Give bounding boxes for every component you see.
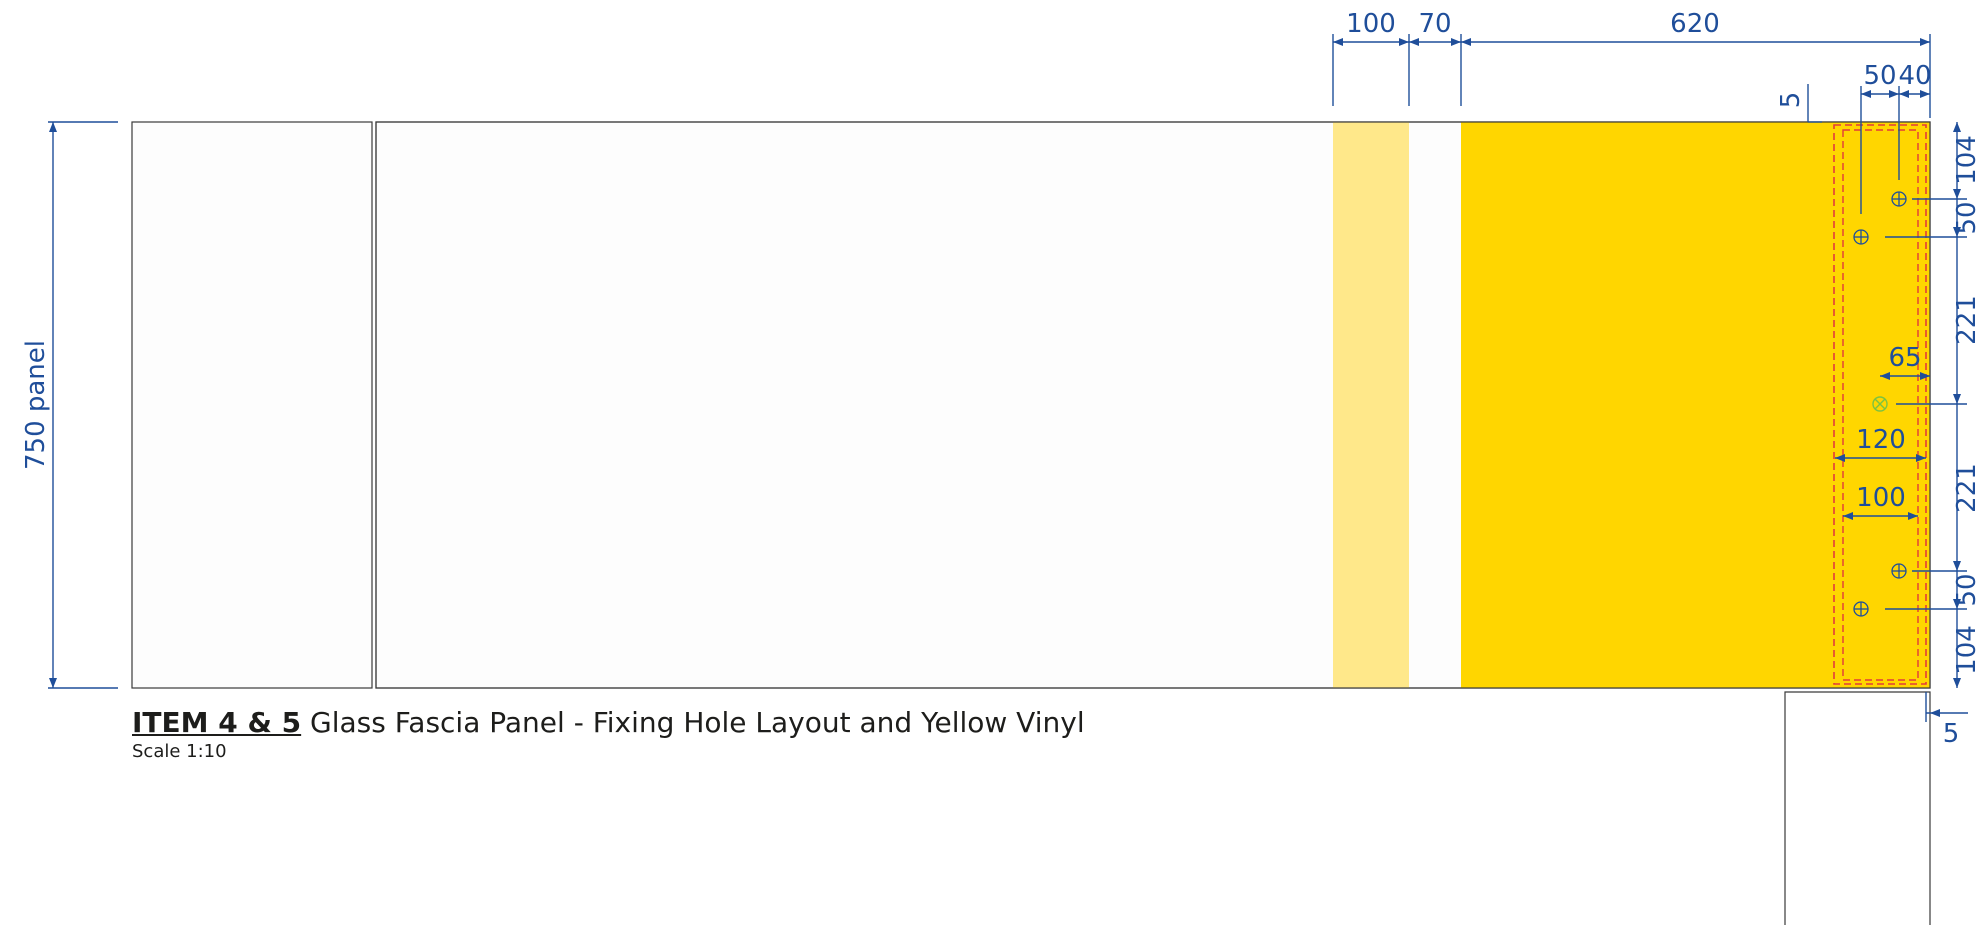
dim-label-50: 50 — [1863, 61, 1896, 91]
caption-title: Glass Fascia Panel - Fixing Hole Layout … — [301, 706, 1085, 739]
dim-label-65: 65 — [1888, 343, 1921, 373]
lower-fascia-outline — [1784, 691, 1931, 925]
centre-fixing-hole — [1872, 396, 1888, 412]
dim-label-5-top: 5 — [1776, 92, 1806, 109]
extension-lines — [48, 34, 1968, 722]
right-dim-221-top: 221 — [1952, 295, 1977, 345]
dim-label-120: 120 — [1856, 425, 1906, 455]
fixing-hole — [1853, 601, 1869, 617]
fixing-hole — [1891, 191, 1907, 207]
right-dim-221-bottom: 221 — [1952, 463, 1977, 513]
pale-yellow-vinyl-strip — [1333, 122, 1409, 688]
right-dim-104-bottom: 104 — [1952, 625, 1977, 675]
dim-label-40: 40 — [1898, 61, 1931, 91]
panel-height-label: 750 panel — [21, 340, 51, 470]
left-panel — [131, 121, 373, 689]
dim-label-620: 620 — [1670, 9, 1720, 39]
item-number: ITEM 4 & 5 — [132, 706, 302, 739]
caption-title-line: ITEM 4 & 5 Glass Fascia Panel - Fixing H… — [132, 706, 1085, 739]
yellow-vinyl-area — [1461, 122, 1930, 688]
dim-label-100-hole: 100 — [1856, 483, 1906, 513]
right-dim-104-top: 104 — [1952, 135, 1977, 185]
dim-label-70: 70 — [1418, 9, 1451, 39]
drawing-caption: ITEM 4 & 5 Glass Fascia Panel - Fixing H… — [132, 706, 1085, 762]
right-dim-50-top: 50 — [1952, 201, 1977, 234]
fixing-hole — [1853, 229, 1869, 245]
main-panel-outline — [375, 121, 1931, 689]
dim-label-100: 100 — [1346, 9, 1396, 39]
inner-cut-line — [1842, 129, 1919, 681]
edge-5-arrow — [1930, 709, 1940, 717]
right-dim-50-bottom: 50 — [1952, 573, 1977, 606]
right-dimension-arrows — [1953, 122, 1961, 688]
dim-label-5-bottom: 5 — [1943, 719, 1960, 749]
scale-label: Scale 1:10 — [132, 741, 227, 762]
outer-cut-line — [1833, 124, 1927, 685]
fixing-hole — [1891, 563, 1907, 579]
